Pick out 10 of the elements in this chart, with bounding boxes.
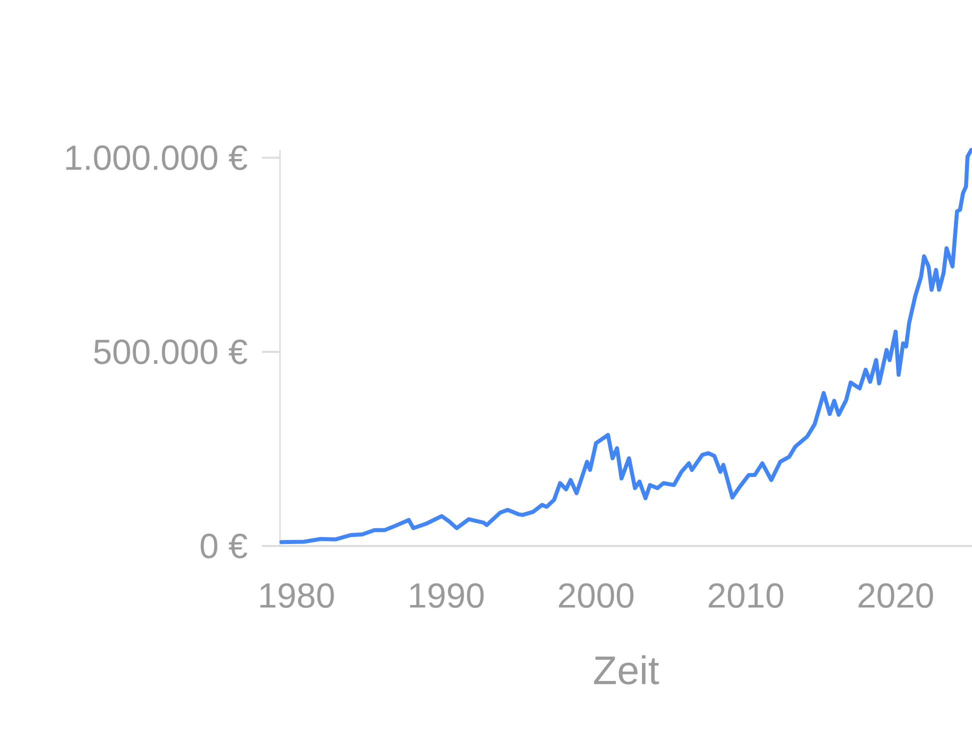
x-tick-label: 1990 (410, 583, 484, 608)
x-axis-title: Zeit (594, 655, 659, 684)
x-tick-label: 2000 (559, 583, 634, 608)
x-tick-label: 2010 (708, 583, 784, 608)
line-series (280, 148, 972, 544)
y-tick-label: 0 € (200, 534, 248, 558)
y-tick-label: 500.000 € (94, 340, 248, 364)
x-tick-label: 2020 (858, 583, 934, 608)
y-tick-label: 1.000.000 € (66, 145, 248, 170)
x-tick-label: 1980 (260, 583, 334, 608)
